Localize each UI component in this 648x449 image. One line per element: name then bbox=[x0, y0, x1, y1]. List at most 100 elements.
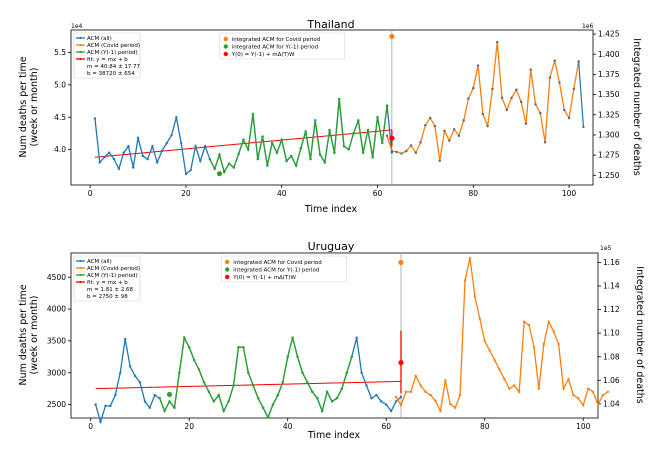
legend-entry-label: ACM (all) bbox=[87, 259, 112, 265]
y-tick-label: 4.0 bbox=[54, 145, 66, 154]
data-point bbox=[500, 96, 504, 100]
data-point bbox=[483, 339, 486, 343]
x-tick-label: 20 bbox=[184, 422, 194, 431]
series-line bbox=[94, 99, 393, 176]
chart-title: Thailand bbox=[306, 18, 354, 31]
data-point bbox=[227, 400, 230, 403]
data-point bbox=[237, 346, 240, 349]
data-point bbox=[237, 152, 240, 156]
data-point bbox=[562, 387, 565, 390]
data-point bbox=[361, 151, 365, 154]
data-point bbox=[175, 115, 178, 119]
data-point bbox=[552, 330, 555, 333]
data-point bbox=[414, 374, 417, 378]
legend-entry-label: integrated ACM for Y(-1) period bbox=[233, 268, 319, 274]
y-axis-exponent: 1e4 bbox=[71, 23, 83, 30]
data-point bbox=[251, 112, 255, 116]
data-point bbox=[558, 81, 561, 84]
data-point bbox=[429, 393, 432, 397]
legend-swatch-dot bbox=[79, 36, 82, 40]
data-point bbox=[577, 60, 580, 63]
data-point bbox=[188, 346, 191, 349]
data-point bbox=[517, 390, 521, 394]
data-point bbox=[380, 400, 383, 403]
y2-tick-label: 1.12 bbox=[603, 305, 620, 314]
legend-left: ACM (all)ACM (Covid period)ACM (Y(-1) pe… bbox=[73, 255, 141, 302]
legend-swatch-dot bbox=[79, 280, 82, 284]
data-point bbox=[428, 116, 432, 120]
data-point bbox=[419, 141, 422, 144]
data-point bbox=[316, 397, 319, 400]
data-point bbox=[280, 138, 283, 141]
data-point bbox=[434, 399, 437, 402]
legend-swatch-dot bbox=[79, 266, 82, 270]
legend-entry-label: ACM (all) bbox=[87, 36, 112, 42]
data-point bbox=[539, 111, 542, 115]
data-point bbox=[395, 150, 398, 154]
series-line bbox=[578, 61, 585, 127]
data-point bbox=[345, 371, 349, 374]
data-point bbox=[290, 154, 293, 158]
data-point bbox=[419, 384, 422, 387]
legend-right: integrated ACM for Covid period integrate… bbox=[220, 255, 347, 283]
data-point bbox=[519, 100, 523, 104]
data-point bbox=[606, 390, 610, 394]
data-point bbox=[192, 358, 196, 362]
data-point bbox=[424, 124, 427, 127]
data-point bbox=[572, 87, 576, 91]
data-point bbox=[582, 125, 585, 129]
data-point bbox=[285, 159, 288, 163]
data-point bbox=[194, 145, 197, 148]
y-tick-label: 3000 bbox=[47, 368, 66, 377]
data-point bbox=[127, 145, 130, 148]
data-point bbox=[342, 145, 346, 148]
y-tick-label: 4500 bbox=[47, 273, 66, 282]
y2-ticks: 1.04 1.06 1.08 1.10 1.12 1.14 1.16 bbox=[598, 258, 620, 408]
y-axis-label-line: (week or month) bbox=[29, 296, 40, 375]
data-point bbox=[468, 256, 472, 260]
data-point bbox=[488, 349, 491, 352]
legend-swatch-dot bbox=[79, 57, 82, 61]
data-point bbox=[586, 387, 590, 390]
data-point bbox=[173, 406, 176, 410]
legend-entry-label: Y(0) = Y(-1) + mΔ(T)W bbox=[231, 52, 295, 58]
data-point bbox=[337, 97, 341, 101]
y2-tick-label: 1.14 bbox=[603, 282, 620, 291]
chart-panel-uruguay: Uruguay 1e5 0 20 40 60 80 100 2500 3000 3500 400… bbox=[18, 240, 645, 441]
data-point bbox=[453, 406, 457, 410]
data-point bbox=[98, 161, 101, 164]
y2-tick-label: 1.08 bbox=[603, 352, 620, 361]
data-point bbox=[261, 406, 265, 410]
y2-tick-label: 1.04 bbox=[603, 399, 620, 408]
data-point bbox=[183, 336, 186, 339]
data-point bbox=[366, 128, 370, 132]
x-tick-label: 60 bbox=[373, 189, 383, 198]
data-point bbox=[513, 384, 516, 387]
data-point bbox=[276, 393, 280, 397]
y2-tick-label: 1.350 bbox=[598, 90, 620, 99]
data-point bbox=[330, 400, 334, 403]
y2-tick-label: 1.275 bbox=[598, 151, 620, 160]
data-point bbox=[271, 403, 275, 406]
legend-entry-label: integrated ACM for Y(-1) period bbox=[232, 45, 318, 51]
x-tick-label: 100 bbox=[576, 422, 591, 431]
data-point bbox=[208, 157, 212, 161]
data-point bbox=[591, 390, 595, 394]
data-point bbox=[524, 122, 528, 125]
data-point bbox=[543, 141, 547, 144]
data-point bbox=[563, 108, 566, 112]
data-point bbox=[355, 336, 358, 339]
data-point bbox=[350, 355, 353, 359]
y-axis-label-line: Num deaths per time bbox=[18, 284, 29, 385]
data-point bbox=[138, 381, 142, 384]
data-point bbox=[443, 129, 446, 133]
y-tick-label: 4.5 bbox=[54, 113, 66, 122]
data-point bbox=[223, 170, 226, 174]
legend-swatch-dot bbox=[79, 43, 82, 47]
plot-area bbox=[70, 29, 594, 186]
data-point bbox=[311, 390, 314, 394]
data-point bbox=[567, 116, 571, 120]
data-point bbox=[217, 393, 220, 397]
y2-tick-label: 1.250 bbox=[598, 171, 620, 180]
y2-tick-label: 1.325 bbox=[598, 110, 620, 119]
